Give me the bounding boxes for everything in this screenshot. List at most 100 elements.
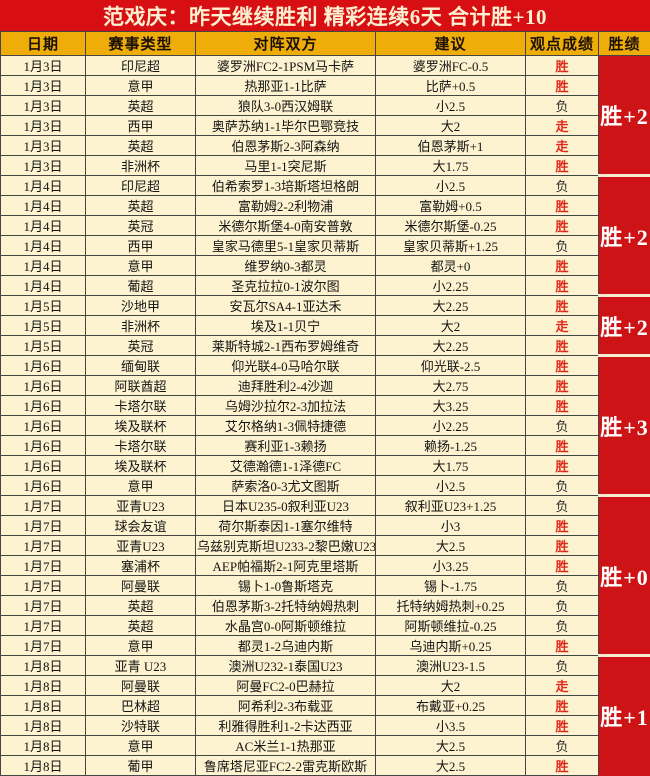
date-cell: 1月7日 <box>1 556 86 576</box>
league-cell: 巴林超 <box>86 696 196 716</box>
date-cell: 1月8日 <box>1 716 86 736</box>
tip-cell: 伯恩茅斯+1 <box>376 136 526 156</box>
streak-cell: 胜+2 <box>599 176 650 296</box>
result-cell: 胜 <box>526 56 599 76</box>
tip-cell: 小2.5 <box>376 176 526 196</box>
date-cell: 1月8日 <box>1 756 86 776</box>
match-cell: 米德尔斯堡4-0南安普敦 <box>196 216 376 236</box>
date-cell: 1月5日 <box>1 296 86 316</box>
result-cell: 负 <box>526 576 599 596</box>
match-cell: 澳洲U232-1泰国U23 <box>196 656 376 676</box>
league-cell: 阿曼联 <box>86 576 196 596</box>
league-cell: 卡塔尔联 <box>86 436 196 456</box>
tip-cell: 大2.75 <box>376 376 526 396</box>
date-cell: 1月4日 <box>1 276 86 296</box>
league-cell: 亚青U23 <box>86 496 196 516</box>
result-cell: 胜 <box>526 536 599 556</box>
date-cell: 1月4日 <box>1 196 86 216</box>
result-cell: 负 <box>526 656 599 676</box>
tip-cell: 小2.25 <box>376 276 526 296</box>
league-cell: 意甲 <box>86 736 196 756</box>
tip-cell: 婆罗洲FC-0.5 <box>376 56 526 76</box>
league-cell: 非洲杯 <box>86 316 196 336</box>
tip-cell: 赖扬-1.25 <box>376 436 526 456</box>
league-cell: 英超 <box>86 616 196 636</box>
tip-cell: 小3.25 <box>376 556 526 576</box>
result-cell: 胜 <box>526 436 599 456</box>
result-cell: 负 <box>526 736 599 756</box>
league-cell: 埃及联杯 <box>86 416 196 436</box>
match-cell: 乌兹别克斯坦U233-2黎巴嫩U23 <box>196 536 376 556</box>
league-cell: 英超 <box>86 96 196 116</box>
streak-cell: 胜+0 <box>599 496 650 656</box>
result-cell: 胜 <box>526 556 599 576</box>
date-cell: 1月3日 <box>1 76 86 96</box>
result-cell: 负 <box>526 96 599 116</box>
date-cell: 1月4日 <box>1 236 86 256</box>
league-cell: 球会友谊 <box>86 516 196 536</box>
tip-cell: 小3 <box>376 516 526 536</box>
tip-cell: 大2.5 <box>376 736 526 756</box>
result-cell: 胜 <box>526 276 599 296</box>
league-cell: 意甲 <box>86 76 196 96</box>
date-cell: 1月5日 <box>1 316 86 336</box>
tip-cell: 阿斯顿维拉-0.25 <box>376 616 526 636</box>
league-cell: 沙特联 <box>86 716 196 736</box>
date-cell: 1月6日 <box>1 436 86 456</box>
league-cell: 亚青 U23 <box>86 656 196 676</box>
league-cell: 意甲 <box>86 636 196 656</box>
league-cell: 西甲 <box>86 116 196 136</box>
date-cell: 1月8日 <box>1 696 86 716</box>
league-cell: 印尼超 <box>86 176 196 196</box>
date-cell: 1月3日 <box>1 136 86 156</box>
result-cell: 胜 <box>526 356 599 376</box>
result-cell: 胜 <box>526 256 599 276</box>
date-cell: 1月3日 <box>1 156 86 176</box>
tip-cell: 托特纳姆热刺+0.25 <box>376 596 526 616</box>
column-header: 对阵双方 <box>196 32 376 56</box>
league-cell: 塞浦杯 <box>86 556 196 576</box>
league-cell: 卡塔尔联 <box>86 396 196 416</box>
result-cell: 胜 <box>526 516 599 536</box>
result-cell: 胜 <box>526 76 599 96</box>
date-cell: 1月4日 <box>1 216 86 236</box>
match-cell: 安瓦尔SA4-1亚达禾 <box>196 296 376 316</box>
tip-cell: 澳洲U23-1.5 <box>376 656 526 676</box>
league-cell: 意甲 <box>86 256 196 276</box>
league-cell: 英超 <box>86 196 196 216</box>
date-cell: 1月7日 <box>1 596 86 616</box>
league-cell: 英冠 <box>86 216 196 236</box>
tip-cell: 米德尔斯堡-0.25 <box>376 216 526 236</box>
result-cell: 胜 <box>526 696 599 716</box>
league-cell: 英超 <box>86 136 196 156</box>
date-cell: 1月8日 <box>1 676 86 696</box>
match-cell: AEP帕福斯2-1阿克里塔斯 <box>196 556 376 576</box>
match-cell: 伯希索罗1-3培斯塔坦格朗 <box>196 176 376 196</box>
tip-cell: 富勒姆+0.5 <box>376 196 526 216</box>
league-cell: 英冠 <box>86 336 196 356</box>
date-cell: 1月7日 <box>1 616 86 636</box>
match-cell: 鲁席塔尼亚FC2-2雷克斯欧斯 <box>196 756 376 776</box>
date-cell: 1月7日 <box>1 636 86 656</box>
result-cell: 负 <box>526 236 599 256</box>
league-cell: 葡超 <box>86 276 196 296</box>
result-cell: 负 <box>526 176 599 196</box>
result-cell: 负 <box>526 596 599 616</box>
result-cell: 胜 <box>526 756 599 776</box>
result-cell: 走 <box>526 116 599 136</box>
column-header: 建议 <box>376 32 526 56</box>
tip-cell: 大1.75 <box>376 156 526 176</box>
tip-cell: 大2 <box>376 676 526 696</box>
result-cell: 胜 <box>526 396 599 416</box>
